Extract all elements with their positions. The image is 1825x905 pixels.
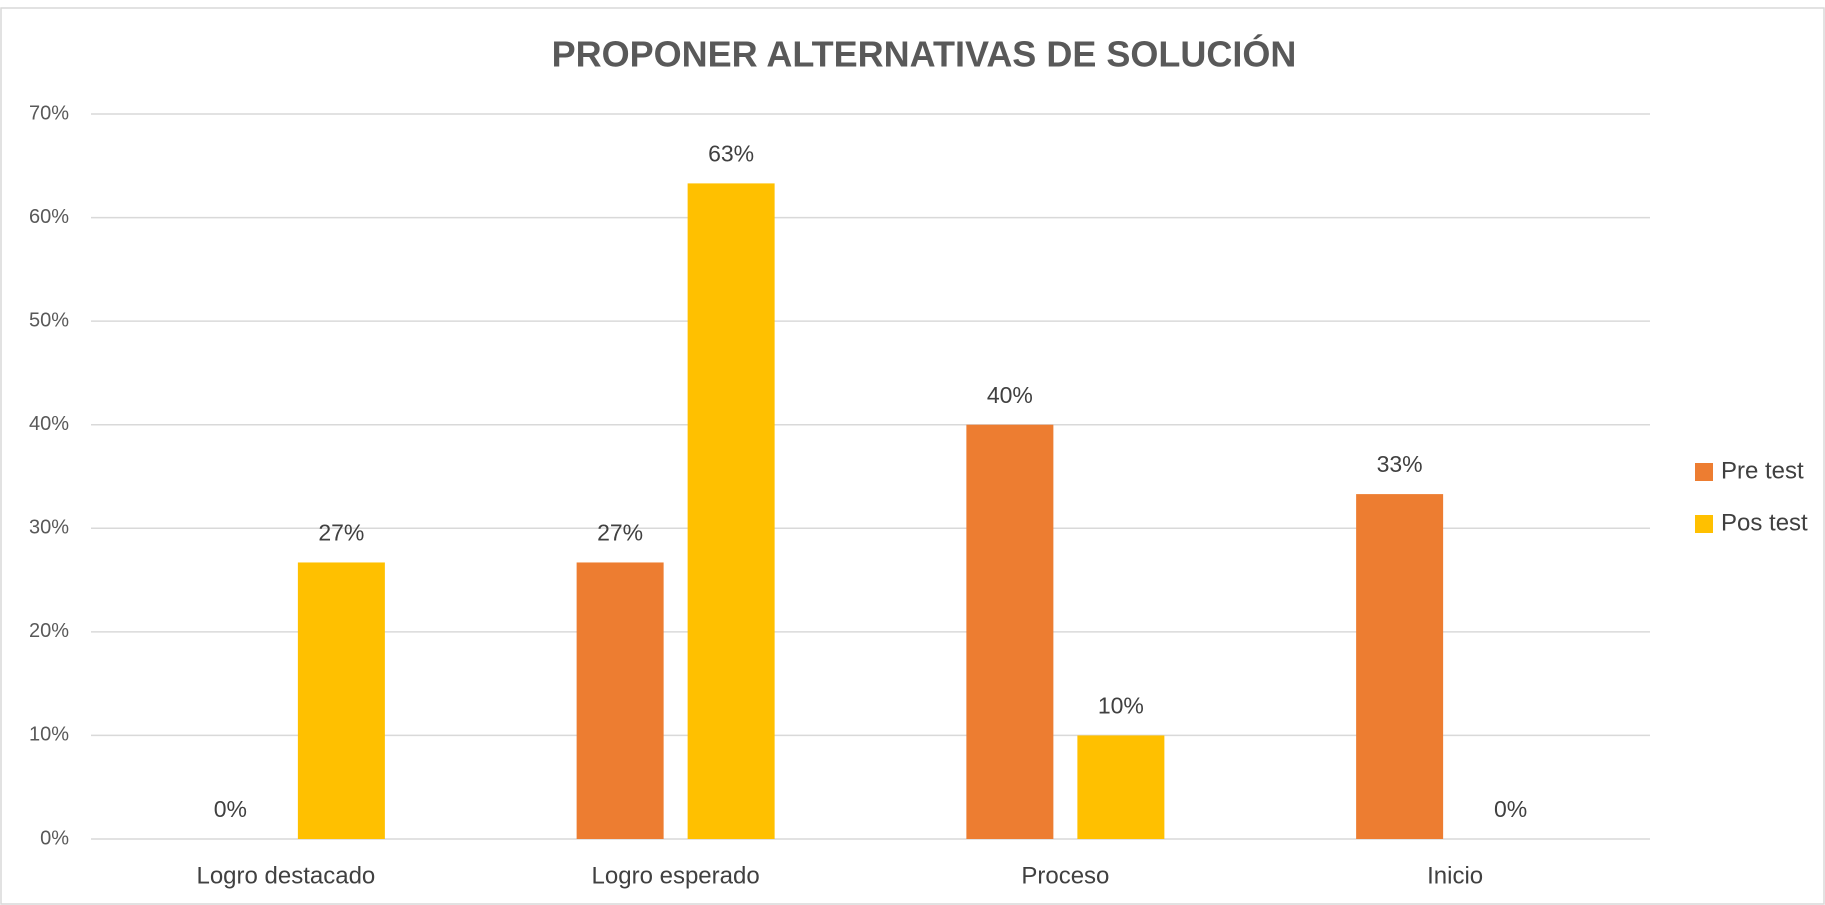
y-tick-label: 70% [29,102,69,124]
value-label: 40% [987,382,1033,408]
y-tick-label: 20% [29,620,69,642]
bar [1356,494,1444,839]
chart-title: PROPONER ALTERNATIVAS DE SOLUCIÓN [552,33,1297,75]
value-label: 10% [1098,693,1144,719]
y-tick-label: 30% [29,517,69,539]
y-tick-label: 50% [29,309,69,331]
bar [297,562,385,839]
y-tick-label: 40% [29,413,69,435]
bar [576,562,664,839]
x-tick-label: Logro destacado [196,862,375,889]
bar [687,183,775,840]
chart-frame [0,7,1825,905]
x-tick-label: Proceso [1021,862,1109,889]
value-label: 33% [1377,451,1423,477]
y-tick-label: 0% [40,827,69,849]
x-tick-label: Logro esperado [592,862,760,889]
value-label: 27% [318,520,364,546]
value-label: 63% [708,140,754,166]
legend-swatch [1695,463,1713,481]
y-tick-label: 10% [29,724,69,746]
legend-label: Pos test [1721,509,1808,536]
legend-label: Pre test [1721,457,1804,484]
bar [1077,735,1165,839]
value-label: 27% [597,520,643,546]
bar [966,424,1054,839]
value-label: 0% [214,796,247,822]
x-tick-label: Inicio [1427,862,1483,889]
legend-swatch [1695,515,1713,533]
value-label: 0% [1494,796,1527,822]
y-tick-label: 60% [29,206,69,228]
